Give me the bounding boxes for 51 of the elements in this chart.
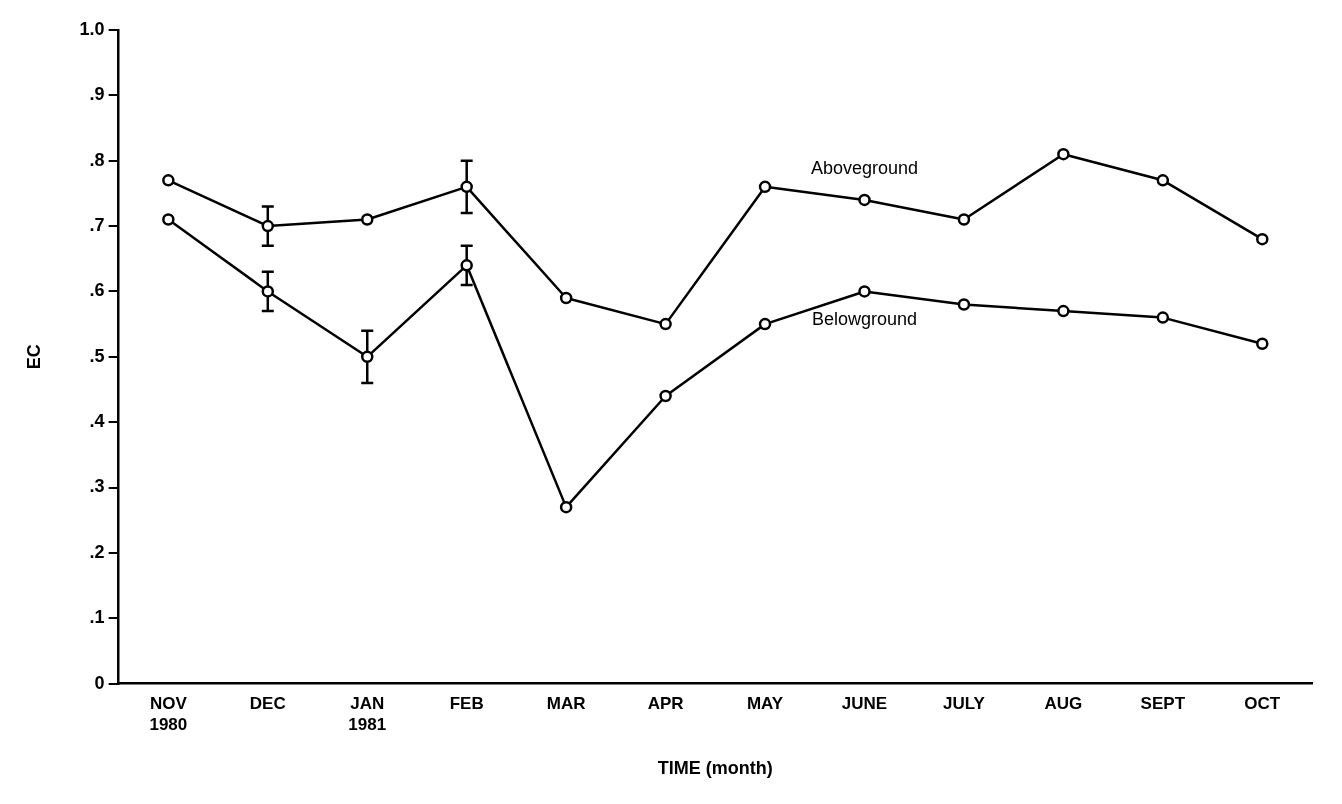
point <box>460 259 473 272</box>
x-axis-title: TIME (month) <box>657 758 773 779</box>
y-tick-label: .8 <box>89 149 105 170</box>
point <box>957 298 971 311</box>
y-tick-label: .2 <box>89 541 105 562</box>
point <box>659 317 672 331</box>
point <box>460 180 473 194</box>
point <box>162 213 175 226</box>
x-tick-label: FEB <box>449 694 484 714</box>
y-tick-label: .1 <box>89 607 105 628</box>
series-label: Aboveground <box>810 157 919 178</box>
y-tick-label: .9 <box>89 84 105 105</box>
y-tick-label: .5 <box>89 345 105 366</box>
x-tick-label: APR <box>647 694 684 714</box>
point <box>957 213 971 226</box>
x-tick-label: JUNE <box>841 694 888 714</box>
point <box>1256 337 1269 350</box>
x-tick-label: JAN 1981 <box>348 694 387 734</box>
y-tick-label: 1.0 <box>79 18 105 39</box>
x-tick-label: NOV 1980 <box>149 694 188 734</box>
x-tick-label: JULY <box>942 694 986 714</box>
x-tick-label: MAY <box>746 694 784 714</box>
point <box>659 389 672 403</box>
point <box>858 285 871 298</box>
point <box>858 193 871 207</box>
y-tick-label: .7 <box>89 215 105 236</box>
point <box>360 213 374 226</box>
point <box>559 500 573 514</box>
y-axis-title: EC <box>23 344 44 370</box>
point <box>162 174 175 187</box>
point <box>758 317 772 331</box>
point <box>758 180 772 194</box>
point <box>261 219 275 233</box>
y-tick-label: .3 <box>89 476 105 497</box>
x-tick-label: DEC <box>249 694 286 714</box>
x-tick-label: SEPT <box>1140 694 1186 714</box>
x-tick-label: MAR <box>546 694 586 714</box>
point <box>1256 232 1269 246</box>
point <box>360 350 374 364</box>
x-tick-label: OCT <box>1244 694 1281 714</box>
x-tick-label: AUG <box>1044 694 1083 714</box>
point <box>1156 174 1170 187</box>
y-tick-label: .6 <box>89 280 105 301</box>
point <box>261 285 275 298</box>
series-label: Belowground <box>811 309 918 330</box>
y-tick-label: 0 <box>94 672 105 693</box>
y-tick-label: .4 <box>89 411 105 432</box>
point <box>1057 147 1070 161</box>
point <box>1057 304 1070 318</box>
point <box>559 291 573 305</box>
point <box>1156 311 1170 324</box>
